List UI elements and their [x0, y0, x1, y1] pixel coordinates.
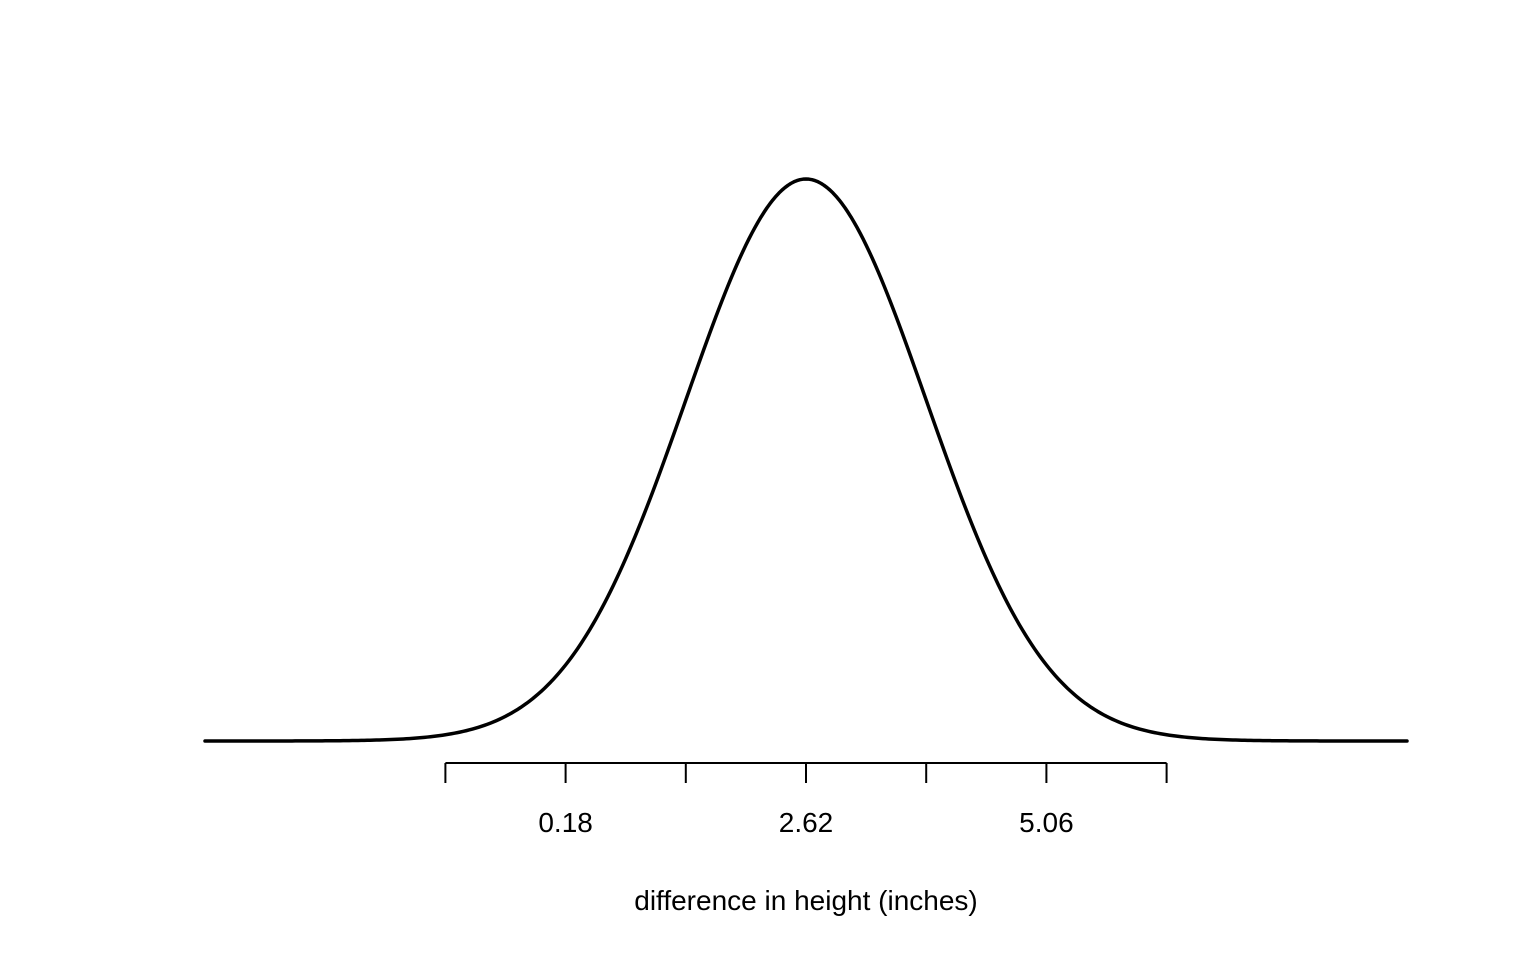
x-tick-label: 0.18 [538, 807, 593, 838]
x-axis-label: difference in height (inches) [634, 885, 977, 916]
x-axis-ticks [444, 763, 1168, 783]
x-tick-label: 5.06 [1019, 807, 1074, 838]
x-tick-label: 2.62 [779, 807, 834, 838]
density-curve [203, 177, 1409, 743]
x-axis-tick-labels: 0.18 2.62 5.06 [538, 807, 1073, 838]
